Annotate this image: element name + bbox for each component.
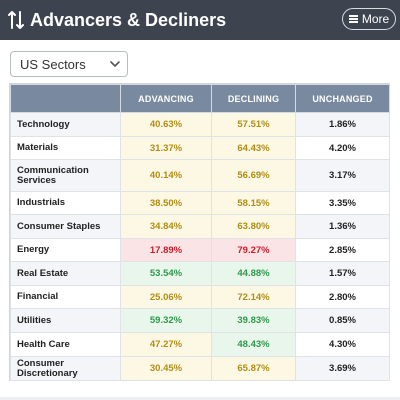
advancing-value: 38.50%: [120, 191, 212, 215]
sector-name: Energy: [10, 238, 121, 262]
table-row[interactable]: Technology 40.63% 57.51% 1.86%: [10, 112, 390, 137]
declining-value: 56.69%: [211, 159, 296, 192]
divider: [0, 397, 400, 400]
unchanged-value: 2.80%: [295, 285, 390, 309]
declining-value: 63.80%: [211, 214, 296, 239]
sector-name: Health Care: [10, 332, 121, 357]
column-header-declining[interactable]: DECLINING: [211, 84, 296, 113]
declining-value: 65.87%: [211, 356, 296, 381]
declining-value: 44.88%: [211, 261, 296, 286]
declining-value: 58.15%: [211, 191, 296, 215]
more-button[interactable]: More: [342, 8, 396, 30]
sector-name: Materials: [10, 136, 121, 160]
advancing-value: 40.63%: [120, 112, 212, 137]
unchanged-value: 4.30%: [295, 332, 390, 357]
more-button-label: More: [361, 12, 390, 26]
declining-value: 72.14%: [211, 285, 296, 309]
unchanged-value: 4.20%: [295, 136, 390, 160]
sector-name: Consumer Discretionary: [10, 356, 121, 381]
advancing-value: 25.06%: [120, 285, 212, 309]
unchanged-value: 1.86%: [295, 112, 390, 137]
chevron-down-icon: [110, 61, 120, 67]
menu-icon: [348, 14, 358, 25]
sector-group-select-value: US Sectors: [20, 56, 86, 72]
app-header: Advancers & Decliners More: [0, 0, 400, 40]
table-row[interactable]: Utilities 59.32% 39.83% 0.85%: [10, 308, 390, 333]
table-row[interactable]: Energy 17.89% 79.27% 2.85%: [10, 238, 390, 262]
declining-value: 39.83%: [211, 308, 296, 333]
sectors-table: ADVANCING DECLINING UNCHANGED Technology…: [9, 83, 390, 381]
sector-group-select[interactable]: US Sectors: [10, 51, 128, 77]
sector-name: Consumer Staples: [10, 214, 121, 239]
advancing-value: 59.32%: [120, 308, 212, 333]
table-row[interactable]: Industrials 38.50% 58.15% 3.35%: [10, 191, 390, 215]
column-header-sector: [10, 84, 121, 113]
declining-value: 64.43%: [211, 136, 296, 160]
advancing-value: 34.84%: [120, 214, 212, 239]
unchanged-value: 1.36%: [295, 214, 390, 239]
declining-value: 79.27%: [211, 238, 296, 262]
sector-name: Utilities: [10, 308, 121, 333]
page-title: Advancers & Decliners: [30, 10, 227, 30]
sector-name: Industrials: [10, 191, 121, 215]
table-row[interactable]: Health Care 47.27% 48.43% 4.30%: [10, 332, 390, 357]
advancing-value: 17.89%: [120, 238, 212, 262]
sector-name: Communication Services: [10, 159, 121, 192]
table-row[interactable]: Consumer Staples 34.84% 63.80% 1.36%: [10, 214, 390, 239]
table-row[interactable]: Materials 31.37% 64.43% 4.20%: [10, 136, 390, 160]
sector-name: Technology: [10, 112, 121, 137]
advancing-value: 47.27%: [120, 332, 212, 357]
table-row[interactable]: Consumer Discretionary 30.45% 65.87% 3.69%: [10, 356, 390, 381]
unchanged-value: 0.85%: [295, 308, 390, 333]
table-row[interactable]: Communication Services 40.14% 56.69% 3.17%: [10, 159, 390, 192]
advancing-value: 31.37%: [120, 136, 212, 160]
advancing-value: 30.45%: [120, 356, 212, 381]
table-row[interactable]: Real Estate 53.54% 44.88% 1.57%: [10, 261, 390, 286]
column-header-advancing[interactable]: ADVANCING: [120, 84, 212, 113]
unchanged-value: 3.69%: [295, 356, 390, 381]
sector-name: Real Estate: [10, 261, 121, 286]
unchanged-value: 2.85%: [295, 238, 390, 262]
sector-name: Financial: [10, 285, 121, 309]
advancing-value: 53.54%: [120, 261, 212, 286]
unchanged-value: 1.57%: [295, 261, 390, 286]
declining-value: 48.43%: [211, 332, 296, 357]
table-row[interactable]: Financial 25.06% 72.14% 2.80%: [10, 285, 390, 309]
table-header-row: ADVANCING DECLINING UNCHANGED: [10, 84, 390, 113]
declining-value: 57.51%: [211, 112, 296, 137]
unchanged-value: 3.35%: [295, 191, 390, 215]
sort-arrows-icon: [8, 11, 24, 29]
unchanged-value: 3.17%: [295, 159, 390, 192]
advancing-value: 40.14%: [120, 159, 212, 192]
column-header-unchanged[interactable]: UNCHANGED: [295, 84, 390, 113]
